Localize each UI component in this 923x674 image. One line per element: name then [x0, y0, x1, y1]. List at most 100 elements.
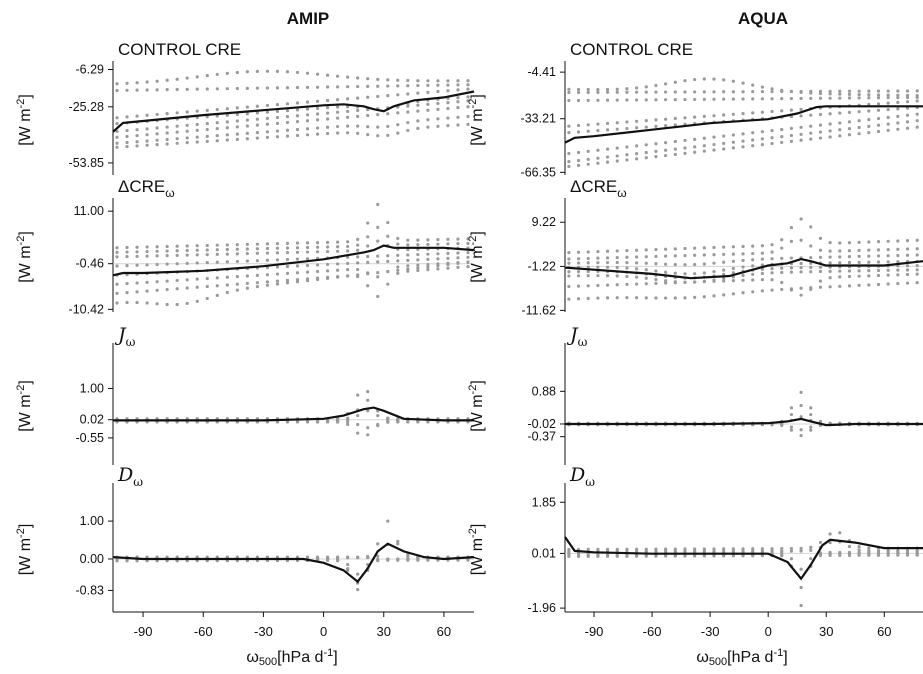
model-point	[838, 255, 842, 259]
model-point	[576, 250, 581, 254]
model-point	[702, 295, 706, 299]
model-point	[275, 86, 280, 90]
model-point	[406, 243, 410, 247]
model-point	[654, 296, 658, 300]
model-point	[741, 81, 745, 85]
model-point	[857, 545, 861, 549]
model-point	[456, 106, 460, 110]
model-point	[567, 251, 571, 255]
model-point	[876, 248, 881, 252]
model-point	[799, 603, 803, 608]
model-point	[615, 127, 619, 131]
model-point	[702, 149, 706, 153]
model-point	[576, 554, 581, 558]
model-point	[346, 124, 350, 128]
model-point	[436, 252, 440, 256]
model-point	[683, 138, 687, 143]
model-point	[215, 252, 219, 256]
model-point	[886, 268, 890, 272]
model-point	[285, 246, 290, 250]
model-point	[315, 250, 320, 254]
model-point	[225, 126, 229, 130]
model-point	[115, 122, 119, 126]
model-point	[683, 90, 687, 94]
model-point	[760, 278, 764, 282]
model-point	[731, 252, 735, 256]
y-axis-label: [W m-2]	[15, 380, 34, 432]
y-tick-label: 1.00	[80, 381, 104, 395]
model-point	[446, 242, 450, 246]
y-tick-label: 1.85	[532, 495, 556, 509]
model-point	[386, 558, 390, 562]
model-point	[426, 238, 430, 242]
model-point	[125, 300, 129, 305]
model-point	[596, 261, 600, 265]
model-point	[789, 547, 794, 551]
model-point	[886, 96, 890, 100]
model-point	[466, 255, 470, 259]
model-point	[896, 268, 900, 272]
model-point	[466, 87, 470, 91]
model-point	[125, 255, 129, 259]
model-point	[386, 420, 390, 424]
model-point	[426, 108, 430, 112]
model-point	[366, 244, 370, 248]
model-point	[828, 269, 832, 273]
model-point	[789, 557, 794, 561]
panel-label: Jω	[114, 324, 136, 349]
model-point	[235, 259, 239, 264]
model-point	[175, 87, 179, 92]
model-point	[195, 140, 199, 144]
model-point	[406, 84, 410, 88]
model-point	[436, 237, 440, 242]
model-point	[155, 288, 159, 292]
model-point	[225, 247, 229, 252]
model-point	[644, 268, 648, 272]
model-point	[346, 255, 350, 259]
model-point	[625, 145, 629, 149]
model-point	[876, 254, 881, 258]
model-point	[867, 553, 871, 557]
model-point	[664, 254, 668, 258]
model-point	[386, 124, 390, 129]
model-point	[896, 127, 900, 131]
model-point	[886, 239, 890, 243]
model-point	[741, 291, 745, 295]
model-point	[305, 241, 310, 245]
model-point	[386, 78, 390, 82]
model-point	[275, 135, 280, 139]
model-point	[760, 244, 764, 248]
model-point	[255, 136, 259, 140]
model-point	[305, 257, 310, 261]
model-point	[722, 90, 726, 94]
model-point	[615, 121, 619, 125]
model-point	[673, 247, 677, 251]
model-point	[416, 420, 420, 424]
model-point	[605, 87, 610, 92]
model-point	[346, 240, 350, 244]
model-point	[285, 257, 290, 262]
model-point	[789, 139, 794, 143]
model-point	[185, 278, 189, 282]
model-point	[175, 77, 179, 81]
model-point	[346, 249, 350, 253]
model-point	[673, 152, 677, 157]
model-point	[770, 278, 774, 282]
model-point	[205, 134, 209, 138]
model-point	[346, 268, 350, 272]
model-point	[915, 112, 919, 116]
model-point	[625, 98, 629, 102]
model-point	[195, 248, 199, 252]
model-point	[644, 150, 648, 155]
model-point	[406, 104, 410, 108]
model-point	[789, 425, 794, 429]
model-point	[625, 266, 629, 270]
model-point	[867, 248, 871, 252]
model-point	[905, 264, 910, 268]
model-point	[275, 103, 280, 107]
model-point	[285, 264, 290, 269]
model-point	[654, 254, 658, 259]
model-point	[664, 262, 668, 266]
model-point	[245, 105, 249, 109]
model-point	[255, 273, 259, 277]
